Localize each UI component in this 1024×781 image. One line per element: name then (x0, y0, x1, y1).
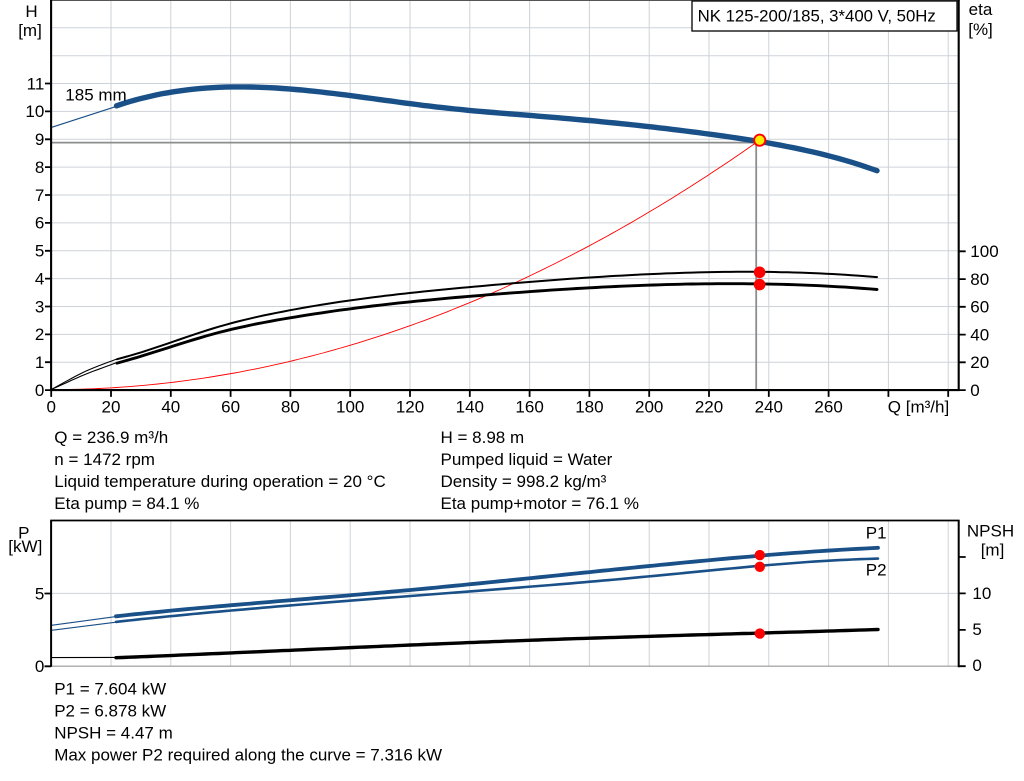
svg-text:6: 6 (35, 214, 44, 233)
svg-text:60: 60 (970, 298, 989, 317)
svg-text:240: 240 (755, 398, 783, 417)
svg-text:NPSH = 4.47 m: NPSH = 4.47 m (54, 724, 173, 743)
svg-text:[m]: [m] (981, 541, 1005, 560)
svg-text:P1 = 7.604 kW: P1 = 7.604 kW (54, 680, 166, 699)
svg-text:10: 10 (25, 102, 44, 121)
svg-text:5: 5 (35, 242, 44, 261)
svg-text:40: 40 (970, 325, 989, 344)
svg-text:220: 220 (695, 398, 723, 417)
svg-text:H = 8.98 m: H = 8.98 m (441, 428, 525, 447)
svg-text:5: 5 (35, 584, 44, 603)
svg-text:0: 0 (35, 657, 44, 676)
svg-text:7: 7 (35, 186, 44, 205)
svg-text:[%]: [%] (968, 20, 993, 39)
svg-text:120: 120 (396, 398, 424, 417)
svg-text:20: 20 (102, 398, 121, 417)
svg-text:Density = 998.2 kg/m³: Density = 998.2 kg/m³ (441, 472, 607, 491)
svg-text:4: 4 (35, 269, 44, 288)
svg-text:100: 100 (336, 398, 364, 417)
svg-text:2: 2 (35, 325, 44, 344)
svg-text:1: 1 (35, 353, 44, 372)
svg-text:eta: eta (969, 0, 993, 19)
svg-text:P: P (18, 523, 29, 542)
svg-text:H: H (25, 2, 37, 21)
svg-text:P2: P2 (866, 560, 887, 579)
svg-text:60: 60 (221, 398, 240, 417)
svg-text:11: 11 (27, 74, 45, 93)
svg-text:NPSH: NPSH (967, 521, 1014, 540)
svg-text:0: 0 (35, 381, 44, 400)
svg-text:140: 140 (456, 398, 484, 417)
svg-text:0: 0 (972, 656, 981, 675)
svg-text:Pumped liquid = Water: Pumped liquid = Water (441, 450, 613, 469)
svg-text:[m]: [m] (18, 21, 42, 40)
svg-text:Q = 236.9 m³/h: Q = 236.9 m³/h (54, 428, 168, 447)
svg-text:0: 0 (970, 381, 979, 400)
svg-text:260: 260 (814, 398, 842, 417)
svg-text:P1: P1 (866, 524, 887, 543)
svg-text:160: 160 (515, 398, 543, 417)
svg-text:Liquid temperature during oper: Liquid temperature during operation = 20… (54, 472, 385, 491)
svg-text:3: 3 (35, 297, 44, 316)
svg-text:8: 8 (35, 158, 44, 177)
svg-text:Max power P2 required along th: Max power P2 required along the curve = … (54, 745, 442, 764)
svg-text:n = 1472 rpm: n = 1472 rpm (54, 450, 155, 469)
svg-text:100: 100 (970, 242, 998, 261)
svg-text:80: 80 (281, 398, 300, 417)
svg-text:20: 20 (970, 353, 989, 372)
svg-text:0: 0 (46, 398, 55, 417)
svg-text:10: 10 (972, 584, 991, 603)
svg-text:185 mm: 185 mm (65, 86, 126, 105)
svg-text:[kW]: [kW] (8, 537, 42, 556)
svg-text:40: 40 (161, 398, 180, 417)
svg-text:200: 200 (635, 398, 663, 417)
svg-text:80: 80 (970, 270, 989, 289)
svg-text:P2 = 6.878 kW: P2 = 6.878 kW (54, 702, 166, 721)
svg-text:Eta pump = 84.1 %: Eta pump = 84.1 % (54, 494, 199, 513)
svg-text:180: 180 (575, 398, 603, 417)
svg-text:NK 125-200/185, 3*400 V, 50Hz: NK 125-200/185, 3*400 V, 50Hz (698, 7, 936, 26)
svg-text:Eta pump+motor = 76.1 %: Eta pump+motor = 76.1 % (441, 494, 639, 513)
svg-text:5: 5 (972, 620, 981, 639)
svg-text:9: 9 (35, 130, 44, 149)
svg-text:Q [m³/h]: Q [m³/h] (888, 398, 949, 417)
